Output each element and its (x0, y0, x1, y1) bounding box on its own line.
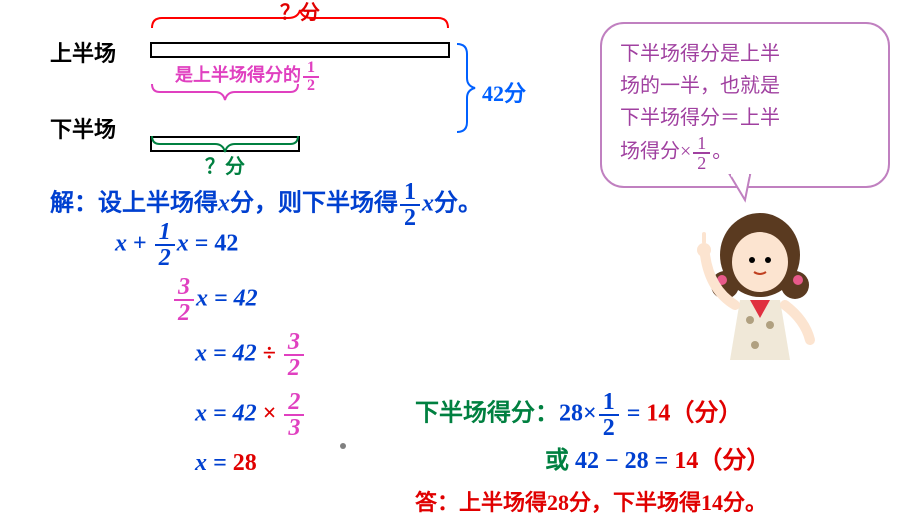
eq-line2: x + 12x = 42 (115, 220, 238, 270)
eq-line6: x = 28 (195, 450, 257, 477)
mid-hint: 是上半场得分的12 (175, 60, 321, 94)
eq-line3: 32x = 42 (172, 275, 258, 325)
upper-label: 上半场 (50, 36, 116, 68)
girl-illustration (680, 200, 840, 380)
pointer-dot (340, 443, 346, 449)
bottom-question: ？分 (205, 150, 245, 179)
total-label: 42分 (482, 76, 526, 108)
eq-line5: x = 42 × 23 (195, 390, 306, 440)
ans-line2: 或 42 − 28 = 14（分） (545, 440, 770, 475)
ans-line1: 下半场得分：28×12 = 14（分） (415, 390, 742, 440)
speech-bubble: 下半场得分是上半 场的一半，也就是 下半场得分＝上半 场得分×12。 (600, 22, 890, 188)
top-question: ？分 (280, 0, 320, 25)
upper-bar (150, 42, 450, 58)
lower-label: 下半场 (50, 112, 116, 144)
brace-right (455, 42, 479, 134)
eq-line4: x = 42 ÷ 32 (195, 330, 306, 380)
final-answer: 答：上半场得28分，下半场得14分。 (415, 485, 767, 517)
